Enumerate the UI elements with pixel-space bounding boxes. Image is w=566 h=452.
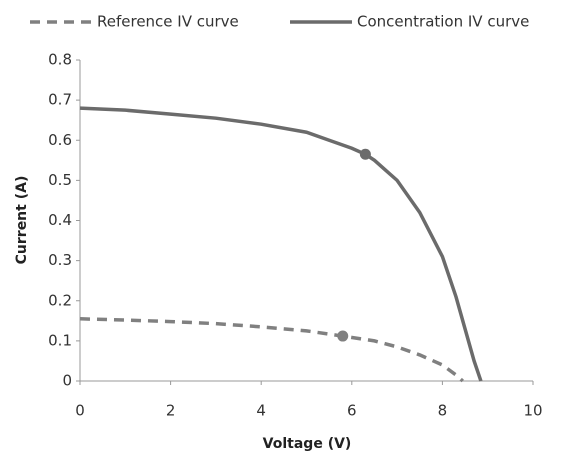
- y-tick-label: 0: [62, 372, 72, 390]
- x-tick-label: 10: [523, 402, 542, 420]
- y-tick-label: 0.4: [48, 211, 72, 229]
- y-tick-label: 0.8: [48, 51, 72, 69]
- x-tick-label: 4: [256, 402, 266, 420]
- x-tick-label: 2: [166, 402, 176, 420]
- y-axis-title: Current (A): [14, 176, 30, 265]
- y-tick-label: 0.2: [48, 291, 72, 309]
- legend-label: Reference IV curve: [97, 13, 239, 31]
- x-axis-title: Voltage (V): [263, 436, 352, 452]
- y-tick-label: 0.6: [48, 131, 72, 149]
- y-tick-label: 0.3: [48, 251, 72, 269]
- x-tick-label: 0: [75, 402, 85, 420]
- y-tick-label: 0.1: [48, 331, 72, 349]
- x-tick-label: 6: [347, 402, 357, 420]
- max-power-point: [337, 330, 349, 342]
- y-tick-label: 0.7: [48, 91, 72, 109]
- x-tick-label: 8: [438, 402, 448, 420]
- legend-label: Concentration IV curve: [357, 13, 529, 31]
- max-power-point: [359, 148, 371, 160]
- y-tick-label: 0.5: [48, 171, 72, 189]
